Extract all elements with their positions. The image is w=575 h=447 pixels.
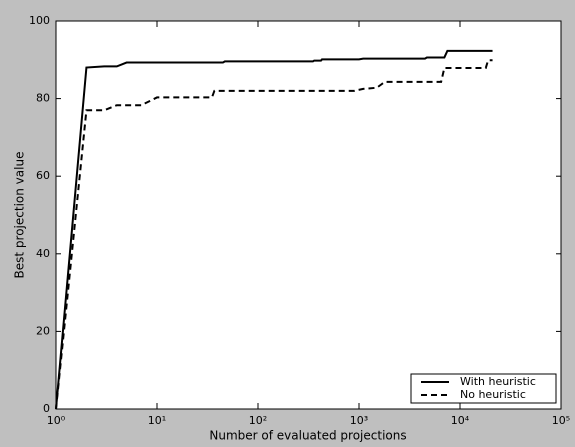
series-line bbox=[55, 59, 493, 410]
plot-area bbox=[56, 21, 561, 409]
legend-label: With heuristic bbox=[460, 375, 536, 388]
plot-frame bbox=[55, 20, 562, 410]
y-tick-label: 0 bbox=[43, 402, 50, 415]
x-tick-label: 10¹ bbox=[148, 414, 166, 427]
y-tick-label: 100 bbox=[29, 14, 50, 27]
x-tick-label: 10³ bbox=[350, 414, 368, 427]
x-axis-label: Number of evaluated projections bbox=[209, 429, 406, 443]
y-tick-label: 20 bbox=[36, 324, 50, 337]
legend-label: No heuristic bbox=[460, 388, 526, 401]
series-line bbox=[55, 49, 493, 410]
y-tick-label: 60 bbox=[36, 169, 50, 182]
y-tick-label: 80 bbox=[36, 92, 50, 105]
x-tick-label: 10² bbox=[249, 414, 267, 427]
x-tick-label: 10⁴ bbox=[451, 414, 470, 427]
y-tick-label: 40 bbox=[36, 247, 50, 260]
x-tick-label: 10⁵ bbox=[552, 414, 570, 427]
legend-box bbox=[410, 373, 557, 404]
y-axis-label: Best projection value bbox=[13, 152, 27, 279]
x-tick-label: 10⁰ bbox=[47, 414, 66, 427]
